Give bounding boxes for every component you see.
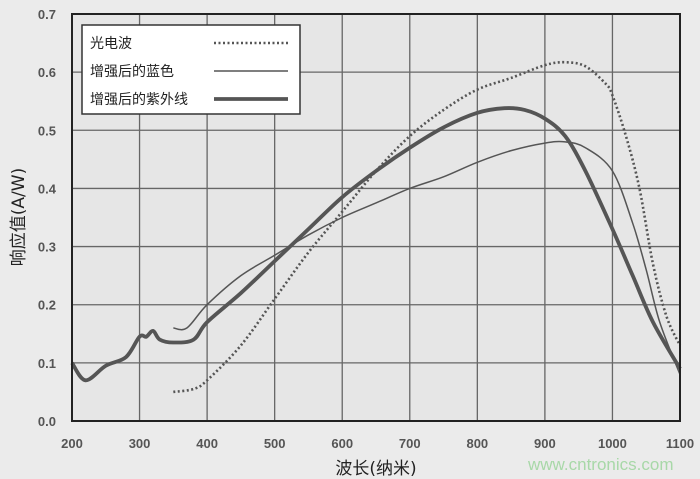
- x-axis-label: 波长(纳米): [335, 459, 416, 479]
- y-tick-label: 0.0: [38, 414, 56, 429]
- x-tick-label: 300: [129, 436, 151, 451]
- y-axis-label: 响应值(A/W): [9, 168, 29, 266]
- x-tick-label: 700: [399, 436, 421, 451]
- x-tick-label: 800: [466, 436, 488, 451]
- x-tick-label: 1100: [666, 436, 694, 451]
- x-tick-label: 900: [534, 436, 556, 451]
- y-tick-label: 0.3: [38, 240, 56, 255]
- watermark: www.cntronics.com: [527, 455, 673, 474]
- series-lines: [70, 60, 682, 394]
- y-tick-label: 0.1: [38, 356, 56, 371]
- x-tick-label: 400: [196, 436, 218, 451]
- tick-labels: 200 300 400 500 600 700 800 900 1000 1100 0.0 0.1 0.…: [38, 7, 694, 451]
- legend-label: 增强后的紫外线: [90, 92, 188, 108]
- x-tick-label: 1000: [598, 436, 627, 451]
- legend-label: 增强后的蓝色: [90, 63, 174, 80]
- x-tick-label: 600: [331, 436, 353, 451]
- x-tick-label: 500: [264, 436, 286, 451]
- y-tick-label: 0.2: [38, 298, 56, 313]
- y-tick-label: 0.7: [38, 7, 56, 22]
- legend-label: 光电波: [90, 36, 132, 52]
- x-tick-label: 200: [61, 436, 83, 451]
- y-tick-label: 0.4: [38, 181, 57, 196]
- series-line-thin: [173, 140, 681, 375]
- y-tick-label: 0.6: [38, 65, 56, 80]
- plot-frame: [71, 13, 681, 422]
- y-tick-label: 0.5: [38, 123, 56, 138]
- series-line-thick: [70, 106, 682, 383]
